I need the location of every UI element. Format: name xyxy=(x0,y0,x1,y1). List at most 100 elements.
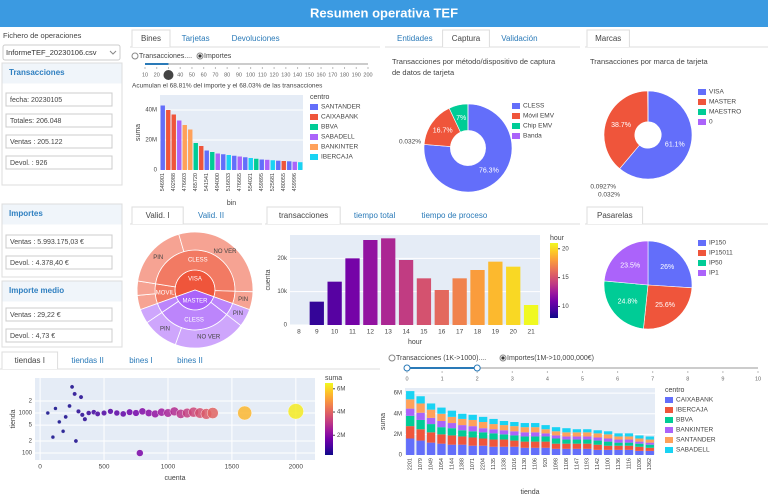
x-tick-label: 1116 xyxy=(626,458,632,469)
tab-label[interactable]: Captura xyxy=(452,34,481,43)
x-tick-label: 19 xyxy=(492,329,500,336)
bar xyxy=(259,159,264,170)
bar-segment xyxy=(624,433,634,437)
radio-label: Transacciones.... xyxy=(139,53,192,60)
tab-label[interactable]: Validación xyxy=(501,34,537,43)
bar-segment xyxy=(624,442,634,446)
slider-tick-label: 50 xyxy=(189,72,195,78)
tab-label[interactable]: tiempo total xyxy=(354,211,396,220)
tab-label[interactable]: Valid. II xyxy=(198,211,224,220)
x-tick-label: 2204 xyxy=(481,458,487,470)
scatter-point xyxy=(119,410,127,418)
x-tick-label: 402988 xyxy=(171,173,177,191)
tab-active[interactable] xyxy=(131,29,171,47)
tab-active[interactable] xyxy=(266,206,341,224)
bar xyxy=(452,278,467,325)
tab-label[interactable]: bines I xyxy=(129,356,153,365)
bar xyxy=(281,161,286,170)
tab-active[interactable] xyxy=(586,29,630,47)
bar-segment xyxy=(603,438,613,442)
slider-handle[interactable] xyxy=(403,364,411,372)
legend-swatch xyxy=(698,250,706,256)
tab-label[interactable]: tiendas I xyxy=(15,356,45,365)
bar-segment xyxy=(593,444,602,450)
colorbar-title: suma xyxy=(325,375,342,382)
legend-label: CLESS xyxy=(523,103,545,110)
slider-handle[interactable] xyxy=(473,364,481,372)
slider-tick-label: 4 xyxy=(546,376,549,382)
bar xyxy=(160,105,165,170)
bar xyxy=(345,258,360,325)
bar-segment xyxy=(624,439,634,443)
bar-segment xyxy=(510,446,519,455)
x-tick-label: 1016 xyxy=(512,458,518,470)
tab-label[interactable]: Valid. I xyxy=(146,211,170,220)
x-tick-label: 1130 xyxy=(522,458,528,470)
tab-active[interactable] xyxy=(586,206,644,224)
tab-label[interactable]: Devoluciones xyxy=(232,34,280,43)
sunburst-label: CLESS xyxy=(184,318,204,324)
bar-segment xyxy=(468,414,477,420)
x-tick-label: 12 xyxy=(367,329,375,336)
sunburst-label: NO VER xyxy=(197,335,221,341)
bar xyxy=(226,155,231,170)
x-tick-label: 541541 xyxy=(204,173,210,191)
pie-slice xyxy=(603,280,649,330)
slider-tick-label: 190 xyxy=(352,72,361,78)
legend-label: IP50 xyxy=(709,260,723,267)
bar-segment xyxy=(635,441,644,444)
bar xyxy=(188,129,193,170)
radio[interactable] xyxy=(131,52,139,60)
scatter-point xyxy=(94,411,101,417)
file-dropdown[interactable] xyxy=(2,44,121,61)
bar-segment xyxy=(426,417,436,425)
radio[interactable] xyxy=(388,354,396,362)
slider-tick-label: 80 xyxy=(224,72,230,78)
bar-segment xyxy=(635,450,644,455)
tab-active[interactable] xyxy=(442,29,490,47)
bar-segment xyxy=(489,418,498,425)
bar-segment xyxy=(572,432,582,437)
scatter-point xyxy=(78,394,84,400)
tab-label[interactable]: Tarjetas xyxy=(182,34,210,43)
legend-swatch xyxy=(310,154,318,160)
sunburst-label: PIN xyxy=(153,255,163,261)
tab-label[interactable]: transacciones xyxy=(279,211,328,220)
tab-label[interactable]: tiendas II xyxy=(71,356,103,365)
tab-label[interactable]: Marcas xyxy=(595,34,621,43)
scatter-point xyxy=(82,416,88,422)
tab-active[interactable] xyxy=(1,351,59,369)
x-tick-label: 554021 xyxy=(248,173,254,191)
y-axis-title: suma xyxy=(135,124,142,141)
slider-handle[interactable] xyxy=(163,70,174,80)
bar-segment xyxy=(614,449,623,455)
tab-label[interactable]: Bines xyxy=(141,34,161,43)
bar-segment xyxy=(437,427,446,435)
y-tick-label: 2 xyxy=(29,439,33,445)
field-text: Devol. : 4.378,40 € xyxy=(10,260,69,267)
bar-segment xyxy=(468,426,477,432)
bar xyxy=(171,114,176,170)
tab-label[interactable]: Pasarelas xyxy=(597,211,633,220)
x-tick-label: 13 xyxy=(385,329,393,336)
tab-active[interactable] xyxy=(131,206,184,224)
x-axis-title: bin xyxy=(227,200,236,207)
bar-segment xyxy=(426,442,436,455)
x-tick-label: 1098 xyxy=(553,458,559,470)
bar-segment xyxy=(499,430,509,435)
legend-swatch xyxy=(665,417,673,423)
x-tick-label: 1136 xyxy=(616,458,622,470)
x-tick-label: 1108 xyxy=(564,458,570,470)
tab-label[interactable]: Entidades xyxy=(397,34,433,43)
section-title: Importes xyxy=(9,209,43,218)
tab-label[interactable]: bines II xyxy=(177,356,203,365)
x-tick-label: 1106 xyxy=(533,458,539,470)
header-bar xyxy=(0,0,768,27)
bar-segment xyxy=(551,438,561,444)
bar xyxy=(506,266,521,325)
tab-label[interactable]: tiempo de proceso xyxy=(421,211,487,220)
slice-label: 16.7% xyxy=(433,127,453,134)
y-tick-label: 2M xyxy=(394,432,402,438)
bar-segment xyxy=(416,412,425,420)
